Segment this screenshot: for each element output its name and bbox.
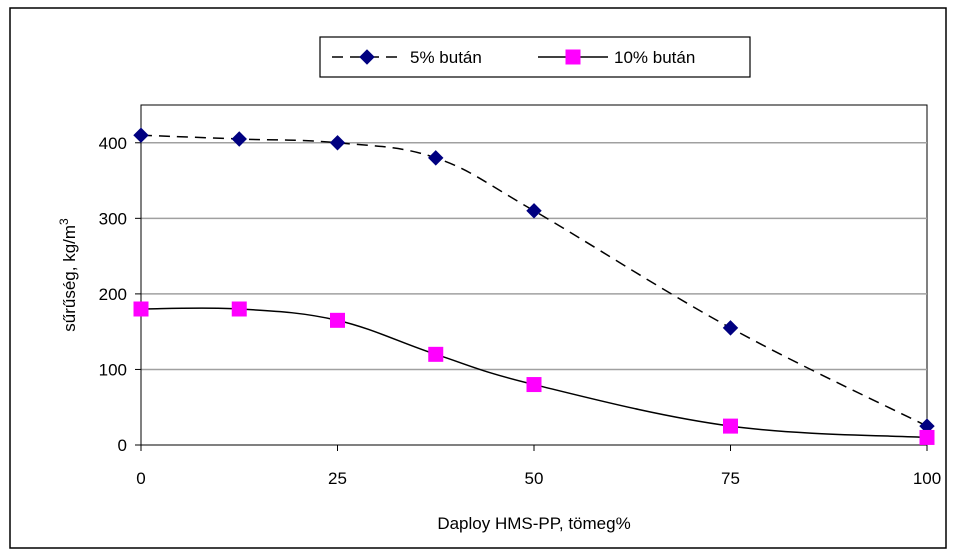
- series-1-line: [140, 134, 928, 427]
- y-tick-label-400: 400: [99, 134, 127, 153]
- series-1-point: [133, 127, 149, 143]
- series-2-point: [330, 312, 345, 328]
- tick-labels: 0 100 200 300 400 0 25 50 75 100: [99, 134, 942, 488]
- axes: [135, 105, 928, 451]
- y-tick-label-100: 100: [99, 360, 127, 379]
- legend-marker-1: [359, 49, 375, 65]
- series-1-point: [329, 135, 346, 151]
- data-series: [133, 127, 935, 445]
- series-1-point: [428, 150, 444, 166]
- y-axis-title: sűrűség, kg/m3: [57, 218, 79, 332]
- series-2-point: [231, 301, 247, 317]
- legend-label-1: 5% bután: [410, 48, 482, 67]
- legend-items: 5% bután 10% bután: [332, 48, 695, 67]
- y-tick-label-300: 300: [99, 209, 127, 228]
- series-2-point: [428, 346, 444, 362]
- series-2: [133, 301, 935, 445]
- x-tick-label-0: 0: [136, 469, 145, 488]
- x-tick-label-25: 25: [328, 469, 347, 488]
- y-axis-title-main: sűrűség, kg/m: [60, 225, 79, 332]
- series-2-point: [526, 377, 542, 393]
- series-1-point: [722, 320, 739, 336]
- legend: 5% bután 10% bután: [319, 36, 751, 78]
- series-2-point: [133, 301, 149, 317]
- x-tick-label-50: 50: [525, 469, 544, 488]
- x-axis-title: Daploy HMS-PP, tömeg%: [437, 514, 630, 533]
- y-tick-label-0: 0: [118, 436, 127, 455]
- plot-area: [140, 104, 928, 446]
- y-axis-title-superscript: 3: [57, 218, 71, 225]
- series-2-point: [723, 418, 738, 434]
- y-tick-label-200: 200: [99, 285, 127, 304]
- legend-entry-2: 10% bután: [538, 48, 695, 67]
- legend-marker-2: [565, 49, 581, 65]
- series-1: [133, 127, 935, 434]
- legend-label-2: 10% bután: [614, 48, 695, 67]
- series-2-point: [919, 429, 935, 445]
- series-2-line: [140, 307, 928, 439]
- legend-entry-1: 5% bután: [332, 48, 482, 67]
- x-tick-label-75: 75: [721, 469, 740, 488]
- series-1-point: [231, 131, 247, 147]
- x-tick-label-100: 100: [913, 469, 941, 488]
- series-1-point: [526, 203, 542, 219]
